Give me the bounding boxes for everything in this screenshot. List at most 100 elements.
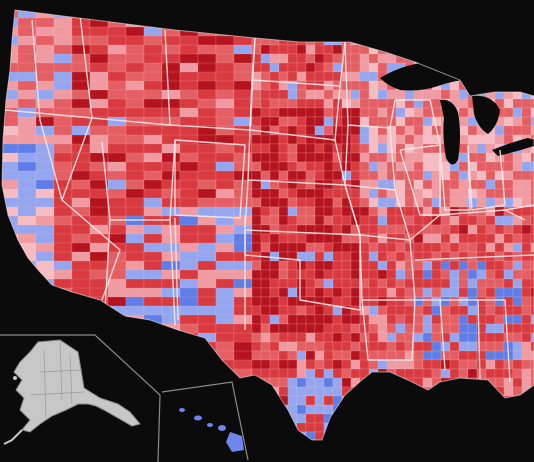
county-cell [449, 368, 460, 379]
county-cell [359, 107, 370, 118]
county-cell [422, 116, 433, 127]
county-cell [395, 224, 406, 235]
county-cell [422, 323, 433, 334]
county-cell [251, 89, 262, 100]
county-cell [260, 71, 271, 82]
county-cell [530, 98, 534, 109]
county-cell [323, 44, 334, 55]
county-cell [377, 233, 388, 244]
county-cell [476, 197, 487, 208]
county-cell [314, 260, 325, 271]
county-cell [494, 278, 505, 289]
county-cell [359, 359, 370, 370]
county-cell [485, 359, 496, 370]
county-cell [323, 188, 334, 199]
county-cell [260, 44, 271, 55]
lake-superior [380, 61, 478, 91]
county-cell [323, 71, 334, 82]
county-cell [377, 359, 388, 370]
county-cell [467, 287, 478, 298]
county-cell [323, 332, 334, 343]
county-cell [377, 143, 388, 154]
county-cell [476, 152, 487, 163]
county-cell [458, 323, 469, 334]
county-cell [458, 341, 469, 352]
county-cell [278, 170, 289, 181]
county-cell [323, 242, 334, 253]
county-cell [368, 242, 379, 253]
county-cell [251, 206, 262, 217]
county-cell [323, 314, 334, 325]
county-cell [332, 215, 343, 226]
county-cell [521, 296, 532, 307]
county-cell [251, 107, 262, 118]
county-cell [251, 341, 262, 352]
county-cell [251, 350, 262, 361]
county-cell [287, 287, 298, 298]
county-cell [278, 242, 289, 253]
county-cell [350, 62, 361, 73]
county-cell [377, 332, 388, 343]
county-cell [422, 170, 433, 181]
county-cell [269, 98, 280, 109]
county-cell [395, 305, 406, 316]
county-cell [269, 134, 280, 145]
county-cell [404, 242, 415, 253]
county-cell [305, 278, 316, 289]
county-cell [503, 332, 514, 343]
county-cell [521, 287, 532, 298]
county-cell [305, 395, 316, 406]
county-cell [314, 386, 325, 397]
county-cell [431, 359, 442, 370]
county-cell [296, 341, 307, 352]
county-cell [395, 341, 406, 352]
county-cell [386, 341, 397, 352]
county-cell [458, 197, 469, 208]
county-cell [521, 206, 532, 217]
county-cell [485, 296, 496, 307]
county-cell [485, 134, 496, 145]
county-cell [269, 170, 280, 181]
county-cell [512, 368, 523, 379]
county-cell [269, 314, 280, 325]
county-cell [512, 287, 523, 298]
county-cell [269, 143, 280, 154]
county-cell [530, 368, 534, 379]
county-cell [314, 53, 325, 64]
county-cell [305, 206, 316, 217]
county-cell [422, 350, 433, 361]
county-cell [305, 260, 316, 271]
county-cell [332, 89, 343, 100]
county-cell [368, 350, 379, 361]
county-cell [269, 242, 280, 253]
county-cell [278, 215, 289, 226]
county-cell [269, 368, 280, 379]
county-cell [386, 161, 397, 172]
county-cell [530, 251, 534, 262]
county-cell [521, 98, 532, 109]
county-cell [251, 152, 262, 163]
county-cell [296, 215, 307, 226]
county-cell [269, 278, 280, 289]
county-cell [323, 260, 334, 271]
county-cell [458, 359, 469, 370]
county-cell [305, 377, 316, 388]
county-cell [332, 377, 343, 388]
county-cell [251, 314, 262, 325]
county-cell [260, 350, 271, 361]
county-cell [287, 395, 298, 406]
county-cell [314, 44, 325, 55]
county-cell [494, 287, 505, 298]
county-cell [341, 251, 352, 262]
county-cell [467, 125, 478, 136]
county-cell [368, 251, 379, 262]
county-cell [323, 287, 334, 298]
county-cell [332, 125, 343, 136]
county-cell [368, 224, 379, 235]
county-cell [350, 359, 361, 370]
county-cell [368, 134, 379, 145]
county-cell [368, 107, 379, 118]
county-cell [395, 359, 406, 370]
county-cell [251, 134, 262, 145]
county-cell [512, 179, 523, 190]
